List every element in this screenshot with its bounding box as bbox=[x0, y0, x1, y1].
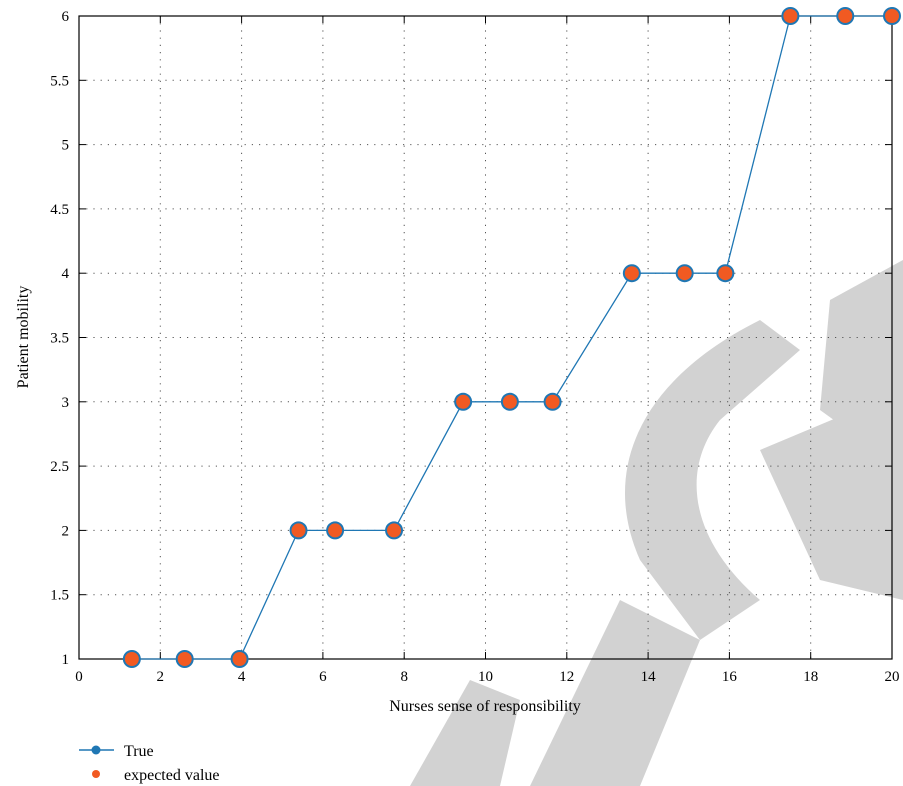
x-axis-title: Nurses sense of responsibility bbox=[389, 698, 581, 715]
series-expected-point-11 bbox=[718, 266, 733, 281]
x-tick-label-8: 16 bbox=[722, 669, 738, 685]
y-tick-label-6: 4 bbox=[62, 266, 70, 282]
legend-true-marker bbox=[91, 745, 101, 755]
y-ticks: 1 1.5 2 2.5 3 3.5 4 4.5 5 5.5 6 bbox=[50, 9, 892, 668]
series-expected-point-5 bbox=[387, 523, 402, 538]
y-tick-label-8: 5 bbox=[62, 138, 70, 154]
y-tick-label-1: 1.5 bbox=[50, 588, 69, 604]
y-tick-label-2: 2 bbox=[62, 523, 70, 539]
x-tick-label-4: 8 bbox=[400, 669, 408, 685]
series-expected-point-9 bbox=[624, 266, 639, 281]
series-expected-point-4 bbox=[328, 523, 343, 538]
series-layer bbox=[122, 7, 901, 668]
x-tick-label-9: 18 bbox=[803, 669, 818, 685]
y-tick-label-0: 1 bbox=[62, 652, 70, 668]
y-tick-label-10: 6 bbox=[62, 9, 70, 25]
series-expected-point-6 bbox=[456, 394, 471, 409]
series-expected-point-7 bbox=[502, 394, 517, 409]
y-tick-label-4: 3 bbox=[62, 395, 70, 411]
x-tick-label-6: 12 bbox=[559, 669, 574, 685]
series-expected-point-0 bbox=[124, 652, 139, 666]
series-expected-point-10 bbox=[677, 266, 692, 281]
x-tick-label-3: 6 bbox=[319, 669, 327, 685]
x-tick-label-0: 0 bbox=[75, 669, 83, 685]
series-expected-point-13 bbox=[838, 9, 853, 23]
y-tick-label-3: 2.5 bbox=[50, 459, 69, 475]
y-tick-label-7: 4.5 bbox=[50, 202, 69, 218]
series-expected-point-8 bbox=[545, 394, 560, 409]
legend-expected-label: expected value bbox=[124, 767, 220, 784]
series-expected-point-14 bbox=[885, 9, 899, 23]
series-expected-point-12 bbox=[783, 9, 798, 23]
x-tick-label-2: 4 bbox=[238, 669, 246, 685]
series-expected-point-2 bbox=[232, 652, 247, 666]
y-axis-title: Patient mobility bbox=[15, 286, 32, 389]
y-tick-label-9: 5.5 bbox=[50, 73, 69, 89]
x-tick-label-7: 14 bbox=[641, 669, 657, 685]
x-tick-label-10: 20 bbox=[885, 669, 900, 685]
y-tick-label-5: 3.5 bbox=[50, 331, 69, 347]
legend: True expected value bbox=[79, 743, 220, 784]
x-tick-label-1: 2 bbox=[157, 669, 165, 685]
legend-expected-marker bbox=[92, 770, 100, 778]
retracted-watermark bbox=[410, 260, 903, 786]
series-expected-point-3 bbox=[291, 523, 306, 538]
x-ticks: 0 2 4 6 8 10 12 14 16 18 20 bbox=[75, 16, 900, 685]
legend-true-label: True bbox=[124, 743, 154, 760]
x-tick-label-5: 10 bbox=[478, 669, 493, 685]
series-expected-point-1 bbox=[177, 652, 192, 666]
